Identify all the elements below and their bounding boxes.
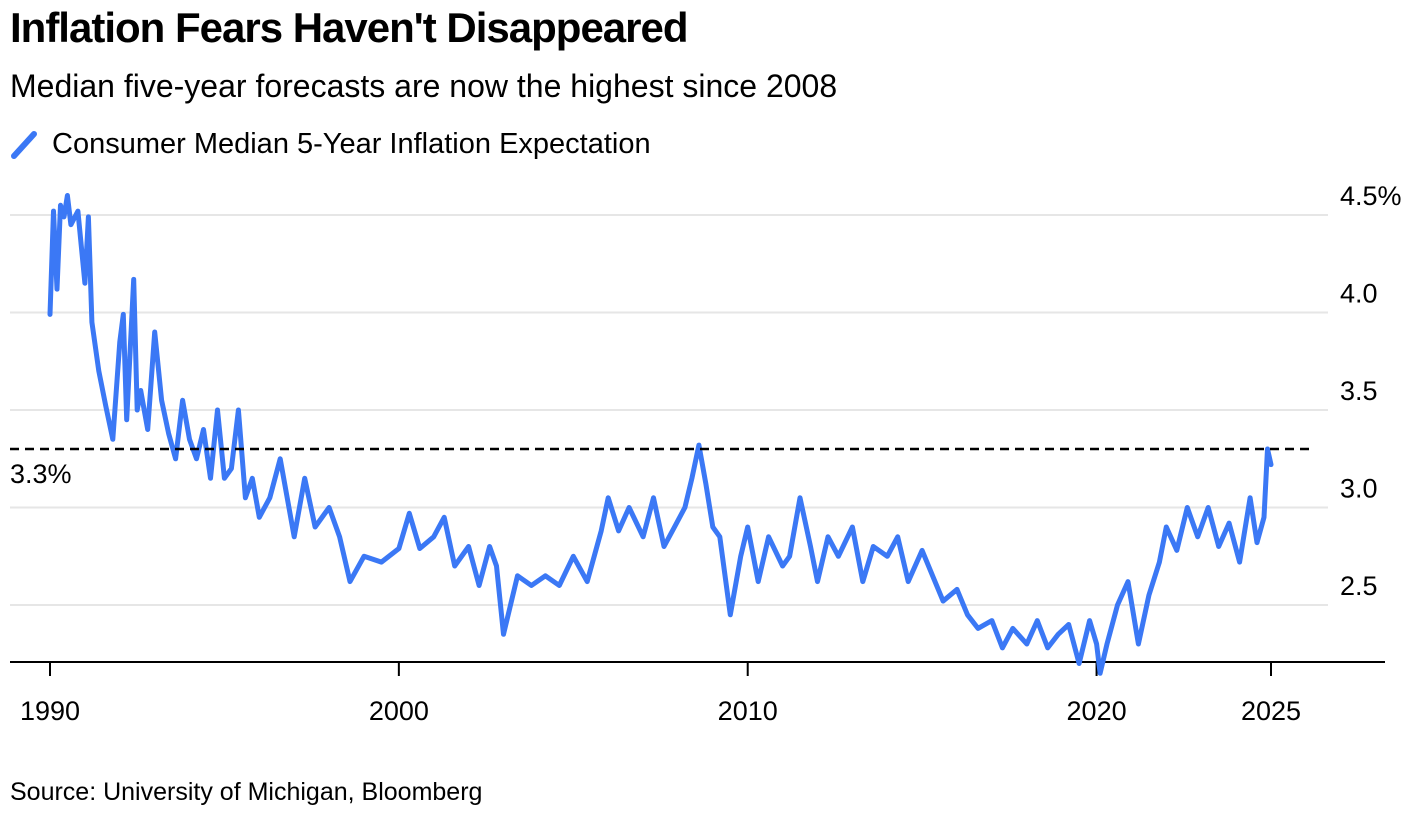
reference-layer: 3.3% [10, 447, 1313, 489]
chart-source: Source: University of Michigan, Bloomber… [10, 778, 483, 806]
legend-swatch [11, 130, 37, 159]
series-line [47, 193, 1274, 676]
reference-label: 3.3% [10, 459, 72, 489]
grid-lines [10, 214, 1328, 606]
y-tick-label: 3.5 [1340, 376, 1378, 406]
chart-subtitle: Median five-year forecasts are now the h… [10, 68, 838, 104]
x-axis: 1990 2000 2010 2020 2025 [10, 661, 1385, 726]
series-layer [47, 193, 1274, 676]
y-tick-label: 4.0 [1340, 279, 1378, 309]
x-tick-label: 1990 [20, 696, 80, 726]
chart-title: Inflation Fears Haven't Disappeared [10, 4, 689, 51]
y-tick-label: 4.5% [1340, 181, 1402, 211]
y-tick-label: 3.0 [1340, 474, 1378, 504]
y-axis: 2.5 3.0 3.5 4.0 4.5% [1340, 181, 1402, 601]
x-tick-label: 2025 [1241, 696, 1301, 726]
legend: Consumer Median 5-Year Inflation Expecta… [10, 128, 651, 161]
y-tick-label: 2.5 [1340, 571, 1378, 601]
x-tick-label: 2000 [369, 696, 429, 726]
x-tick-label: 2020 [1067, 696, 1127, 726]
legend-label: Consumer Median 5-Year Inflation Expecta… [52, 128, 651, 160]
x-tick-label: 2010 [718, 696, 778, 726]
